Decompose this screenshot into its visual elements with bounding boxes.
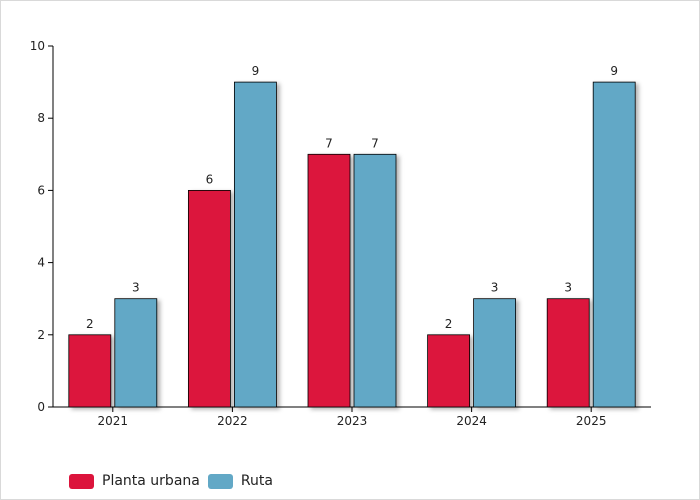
data-label: 3 (564, 281, 572, 295)
data-label: 2 (445, 317, 453, 331)
y-axis: 0 2 4 6 8 10 (30, 39, 54, 414)
legend-label-planta-urbana: Planta urbana (102, 473, 200, 489)
x-axis: 2021 2022 2023 2024 2025 (53, 406, 651, 428)
y-tick-label: 2 (37, 328, 45, 342)
bar-ruta-2021[interactable] (114, 298, 158, 408)
x-tick-label: 2025 (576, 414, 607, 428)
data-label: 2 (86, 317, 94, 331)
chart-plot: 0 2 4 6 8 10 2021 2022 2023 2024 2025 2 6 7 2 3 3 9 7 3 9 (30, 39, 651, 428)
y-tick-label: 4 (37, 256, 45, 270)
data-labels: 2 6 7 2 3 3 9 7 3 9 (86, 64, 618, 331)
legend-swatch-ruta (207, 473, 233, 489)
data-label: 9 (252, 64, 260, 78)
y-tick-label: 8 (37, 111, 45, 125)
data-label: 6 (206, 172, 214, 186)
bar-ruta-2022[interactable] (233, 81, 277, 408)
legend-label-ruta: Ruta (240, 473, 273, 489)
data-label: 9 (610, 64, 618, 78)
data-label: 7 (371, 136, 379, 150)
legend-item-ruta[interactable]: Ruta (207, 473, 273, 489)
data-label: 3 (491, 281, 499, 295)
y-tick-label: 0 (37, 400, 45, 414)
bar-ruta-2024[interactable] (473, 298, 517, 408)
x-tick-label: 2023 (337, 414, 368, 428)
data-label: 3 (132, 281, 140, 295)
legend-swatch-planta-urbana (69, 473, 94, 489)
bar-ruta-2023[interactable] (353, 153, 397, 408)
bar-planta-urbana-2025[interactable] (546, 298, 590, 408)
x-tick-label: 2022 (217, 414, 248, 428)
y-tick-label: 10 (30, 39, 45, 53)
bar-planta-urbana-2024[interactable] (427, 334, 471, 408)
legend: Planta urbana Ruta (69, 473, 281, 489)
bars (68, 81, 636, 408)
data-label: 7 (325, 136, 333, 150)
x-tick-label: 2024 (456, 414, 487, 428)
bar-planta-urbana-2022[interactable] (187, 189, 231, 408)
x-tick-label: 2021 (98, 414, 129, 428)
bar-ruta-2025[interactable] (592, 81, 636, 408)
legend-item-planta-urbana[interactable]: Planta urbana (69, 473, 200, 489)
bar-planta-urbana-2021[interactable] (68, 334, 112, 408)
y-tick-label: 6 (37, 183, 45, 197)
bar-planta-urbana-2023[interactable] (307, 153, 351, 408)
